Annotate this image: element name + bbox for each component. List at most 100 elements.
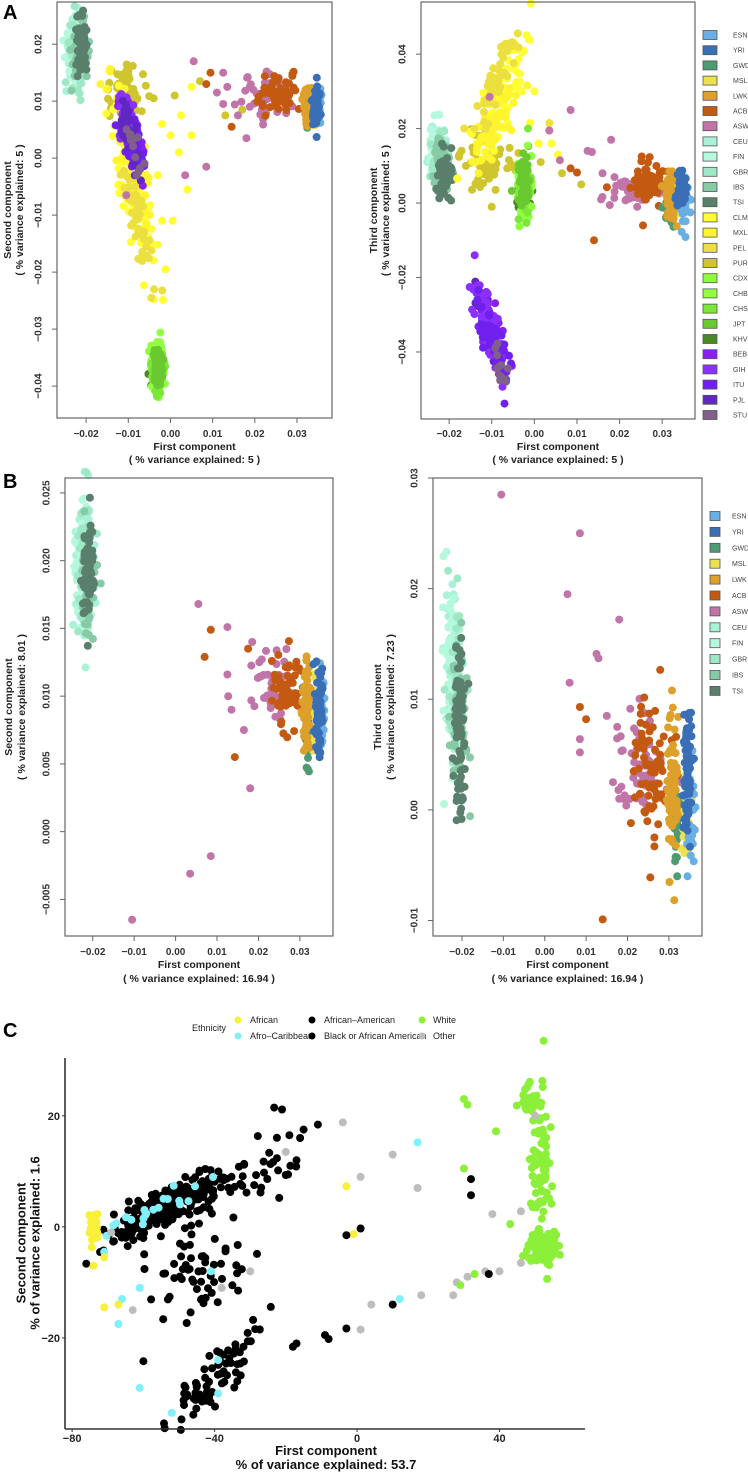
data-point-clm (183, 185, 192, 194)
data-point-pel (139, 234, 148, 243)
data-point-african-american (286, 1161, 295, 1170)
data-point-african-american (234, 1286, 243, 1295)
data-point-white (539, 1197, 548, 1205)
data-point-asw (609, 778, 617, 787)
data-point-gbr (76, 96, 85, 105)
legend-label: ESN (733, 33, 747, 40)
data-point-fin (449, 594, 458, 603)
x-axis-title: First component (153, 441, 236, 453)
x-axis-subtitle: ( % variance explained: 5 ) (492, 454, 623, 466)
legend-dot (234, 1032, 242, 1040)
data-point-acb (276, 702, 285, 711)
data-point-african-american (356, 1224, 365, 1233)
data-point-afro-caribbean (138, 1220, 147, 1229)
data-point-asw (227, 705, 236, 714)
data-point-acb (200, 652, 209, 661)
legend-swatch (702, 212, 718, 223)
data-point-ceu (69, 620, 78, 629)
data-point-acb (206, 625, 215, 634)
data-point-african-american (388, 1300, 397, 1309)
data-point-yri (676, 192, 685, 201)
data-point-african-american (288, 1342, 297, 1351)
y-tick-label: 0.025 (42, 480, 53, 505)
data-point-tsi (456, 678, 465, 687)
data-point-mxl (500, 95, 509, 104)
data-point-ibs (85, 613, 94, 621)
data-point-tsi (456, 724, 465, 733)
data-point-white (522, 1105, 531, 1114)
data-point-other (367, 1300, 376, 1309)
data-point-african-american (257, 1183, 266, 1192)
data-point-stu (129, 142, 137, 151)
y-tick-label: 0.000 (42, 819, 53, 844)
data-point-pel (503, 72, 512, 81)
data-point-african-american (250, 1181, 259, 1190)
data-point-black-or-african-american (124, 1197, 133, 1206)
data-point-acb (650, 183, 659, 192)
data-point-asw (237, 97, 246, 106)
data-point-black-or-african-american (168, 1215, 177, 1224)
data-point-black-or-african-american (129, 1236, 138, 1245)
data-point-black-or-african-american (191, 1379, 200, 1387)
data-point-clm (187, 131, 196, 140)
data-point-white (536, 1250, 544, 1259)
legend-swatch (709, 654, 721, 664)
data-point-african-american (260, 1168, 268, 1177)
legend-swatch (709, 670, 721, 680)
data-point-clm (530, 87, 539, 96)
data-point-ceu (81, 663, 90, 672)
data-point-asw (613, 722, 622, 731)
x-tick-label: 0.03 (652, 429, 672, 440)
data-point-african-american (321, 1331, 329, 1340)
data-point-asw (282, 645, 291, 653)
data-point-black-or-african-american (214, 1167, 223, 1176)
data-point-tsi (455, 732, 464, 741)
data-point-itu (111, 121, 120, 130)
data-point-acb (656, 665, 665, 674)
data-point-black-or-african-american (181, 1173, 190, 1181)
legend-label: African (250, 1015, 278, 1025)
data-point-black-or-african-american (191, 1173, 200, 1182)
data-point-other (516, 1258, 525, 1267)
x-tick-label: −0.01 (491, 947, 517, 958)
data-point-gih (470, 251, 479, 260)
data-point-pur (196, 77, 204, 86)
data-point-white (519, 1097, 528, 1106)
data-point-lwk (303, 676, 312, 685)
legend-swatch (702, 258, 718, 268)
data-point-african-american (232, 1261, 241, 1270)
data-point-itu (500, 399, 509, 408)
data-point-white (536, 1178, 545, 1186)
data-point-pjl (118, 96, 127, 105)
legend-label: Black or African American (324, 1031, 427, 1041)
legend-label: CLM (733, 215, 748, 222)
y-tick-label: 0.00 (410, 800, 421, 820)
data-point-stu (132, 171, 141, 180)
data-point-lwk (664, 723, 673, 732)
data-point-black-or-african-american (211, 1402, 219, 1411)
data-point-acb (654, 820, 663, 829)
data-point-asw (239, 726, 248, 734)
data-point-yri (683, 759, 692, 768)
data-point-lwk (300, 688, 309, 697)
data-point-acb (637, 702, 646, 711)
data-point-tsi (85, 581, 94, 590)
data-point-pur (221, 111, 230, 120)
scatter-plot-1: −0.02 −0.01 0.00 0.01 0.02 0.03−0.04−0.03−0.0… (2, 1, 333, 466)
data-point-african-american (201, 1293, 210, 1302)
data-point-mxl (96, 80, 105, 89)
data-point-mxl (473, 143, 481, 152)
data-point-afro-caribbean (100, 1247, 109, 1256)
data-point-pur (471, 179, 480, 188)
legend-swatch (702, 121, 718, 132)
data-point-clm (158, 120, 166, 128)
data-point-pel (503, 47, 512, 55)
data-point-acb (639, 189, 648, 198)
data-point-afro-caribbean (135, 1383, 144, 1392)
data-point-asw (587, 148, 596, 156)
data-point-pel (140, 227, 149, 236)
data-point-tsi (456, 808, 465, 817)
data-point-white (540, 1166, 549, 1175)
data-point-pel (129, 219, 138, 228)
data-point-african (91, 1220, 100, 1229)
